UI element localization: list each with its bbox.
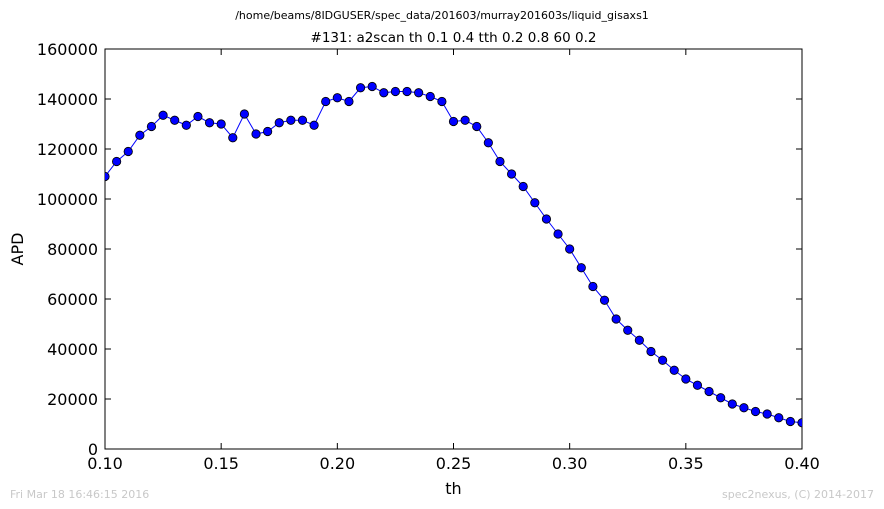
data-point	[495, 156, 505, 167]
data-point	[797, 418, 802, 428]
x-tick-label: 0.40	[784, 454, 820, 473]
data-point	[344, 96, 354, 107]
footer-timestamp: Fri Mar 18 16:46:15 2016	[10, 488, 150, 501]
x-tick-label: 0.25	[436, 454, 472, 473]
data-point	[506, 169, 517, 179]
data-point	[530, 198, 540, 208]
data-point	[263, 126, 273, 137]
data-point	[750, 406, 761, 417]
data-point	[181, 120, 191, 130]
y-tick-label: 120000	[37, 140, 98, 159]
data-point	[105, 171, 110, 182]
data-point	[774, 413, 784, 423]
data-point	[425, 91, 435, 102]
data-point	[483, 138, 493, 148]
data-point	[448, 116, 459, 127]
y-tick-label: 40000	[47, 340, 98, 359]
data-point	[657, 355, 668, 365]
series-line	[105, 85, 802, 424]
data-point	[135, 130, 145, 140]
axis-ticks	[104, 48, 803, 450]
y-tick-label: 60000	[47, 290, 98, 309]
data-point	[576, 263, 586, 273]
data-point	[123, 146, 133, 157]
data-point	[390, 86, 401, 97]
y-tick-label: 140000	[37, 90, 98, 109]
data-point	[553, 229, 563, 239]
data-series	[105, 81, 802, 428]
data-point	[158, 110, 168, 120]
x-tick-label: 0.10	[87, 454, 123, 473]
figure-suptitle: /home/beams/8IDGUSER/spec_data/201603/mu…	[235, 9, 649, 22]
y-tick-label: 0	[88, 440, 98, 459]
data-point	[541, 214, 552, 224]
data-point	[112, 156, 122, 167]
data-point	[216, 119, 226, 129]
data-point	[228, 133, 238, 143]
data-point	[588, 281, 598, 292]
data-point	[286, 115, 296, 125]
data-point	[669, 365, 679, 375]
data-point	[716, 393, 726, 403]
y-tick-label: 20000	[47, 390, 98, 409]
data-point	[193, 111, 203, 122]
data-point	[251, 129, 261, 139]
data-point	[681, 374, 691, 384]
data-point	[785, 416, 795, 427]
data-point	[623, 325, 633, 335]
data-point	[367, 81, 377, 92]
data-point	[692, 380, 703, 390]
data-point	[146, 121, 157, 132]
axis-tick-labels: 0.10 0.15 0.20 0.25 0.30 0.35 0.40 0 20000 40000 6…	[37, 40, 820, 473]
data-point	[297, 115, 308, 125]
x-tick-label: 0.30	[552, 454, 588, 473]
data-point	[309, 120, 319, 130]
data-point	[402, 86, 412, 97]
plot-title: #131: a2scan th 0.1 0.4 tth 0.2 0.8 60 0…	[310, 30, 597, 46]
y-tick-label: 100000	[37, 190, 98, 209]
x-axis-label: th	[445, 479, 461, 498]
data-point	[355, 83, 366, 93]
data-point	[704, 386, 714, 397]
data-point	[274, 118, 284, 128]
data-point	[332, 93, 342, 103]
data-point	[437, 96, 447, 107]
data-point	[727, 399, 737, 409]
data-point	[518, 181, 528, 192]
data-point	[472, 121, 482, 132]
y-axis-label: APD	[8, 233, 27, 266]
data-point	[611, 314, 621, 324]
x-tick-label: 0.15	[203, 454, 239, 473]
y-tick-label: 160000	[37, 40, 98, 59]
data-point	[460, 115, 470, 125]
x-tick-label: 0.20	[320, 454, 356, 473]
data-point	[565, 244, 575, 254]
data-point	[239, 109, 249, 119]
data-point	[634, 335, 644, 345]
data-point	[599, 295, 610, 305]
data-point	[170, 115, 180, 125]
x-tick-label: 0.35	[668, 454, 704, 473]
data-point	[739, 403, 749, 413]
data-point	[204, 118, 215, 128]
data-point	[414, 88, 424, 98]
data-point	[379, 88, 389, 98]
footer-credit: spec2nexus, (C) 2014-2017	[722, 488, 874, 501]
data-point	[646, 346, 656, 357]
data-point	[762, 409, 772, 419]
data-point	[321, 96, 331, 107]
y-tick-label: 80000	[47, 240, 98, 259]
